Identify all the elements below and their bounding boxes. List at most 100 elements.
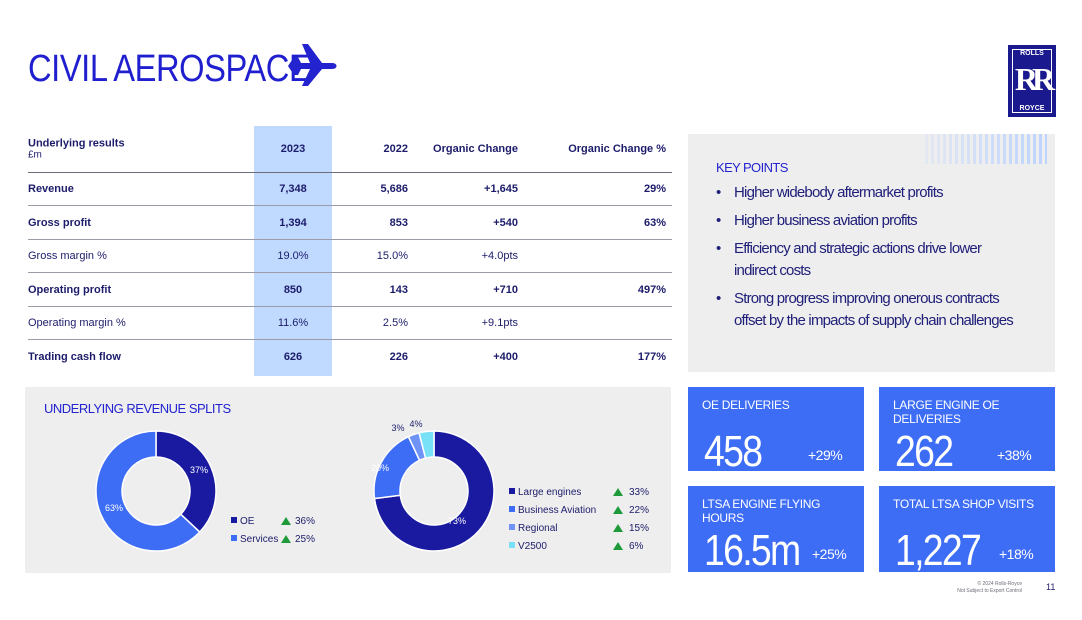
page-number: 11 (1046, 582, 1056, 592)
triangle-up-icon (281, 517, 291, 525)
legend-label: V2500 (518, 541, 547, 552)
legend-label: Services (240, 534, 279, 545)
tile-ltsa-engine-flying-hours: LTSA ENGINE FLYING HOURS 16.5m +25% (688, 486, 864, 575)
results-table: Underlying results £m 2023 2022 Organic C… (28, 126, 672, 376)
header-2023: 2023 (280, 143, 306, 155)
row-value: 226 (389, 351, 408, 363)
slice-data-label: 37% (190, 465, 208, 475)
legend-change: 33% (629, 487, 650, 498)
row-value: +1,645 (484, 183, 518, 195)
row-value: +540 (493, 216, 518, 229)
bullet-icon: • (716, 290, 721, 307)
row-value: +9.1pts (481, 317, 518, 329)
legend-item: Regional 15% (509, 520, 649, 538)
table-row: Trading cash flow 626 226 +400 177% (28, 341, 672, 374)
row-value: +710 (493, 283, 518, 296)
legend-change: 15% (629, 523, 650, 534)
tile-large-engine-oe-deliveries: LARGE ENGINE OE DELIVERIES 262 +38% (879, 387, 1055, 476)
slice-data-label: 73% (448, 516, 466, 526)
tile-total-ltsa-shop-visits: TOTAL LTSA SHOP VISITS 1,227 +18% (879, 486, 1055, 575)
key-point-item: • Efficiency and strategic actions drive … (716, 240, 982, 279)
row-value: 143 (389, 283, 408, 296)
legend-oe-services: OE 36% Services 25% (231, 513, 315, 549)
legend-item: V2500 6% (509, 538, 643, 556)
row-value: 850 (283, 283, 303, 296)
decorative-bars (925, 134, 1047, 164)
legend-swatch (509, 524, 515, 530)
header-organic-change: Organic Change (433, 143, 518, 155)
key-point-item: • Higher widebody aftermarket profits (716, 182, 1016, 204)
legend-label: Regional (518, 523, 558, 534)
triangle-up-icon (613, 524, 623, 532)
donut-charts: 37% 63% 73% 20% 3% 4% (95, 419, 495, 552)
triangle-up-icon (281, 535, 291, 543)
row-value: 2.5% (382, 317, 408, 329)
table-row: Gross margin % 19.0% 15.0% +4.0pts (28, 240, 672, 273)
rolls-royce-logo: ROLLS RR ROYCE (1008, 45, 1056, 117)
key-points-title: KEY POINTS (716, 160, 788, 175)
row-label: Revenue (28, 183, 74, 195)
row-value: 7,348 (279, 183, 307, 195)
page-title: CIVIL AEROSPACE (28, 48, 311, 90)
plane-icon (288, 44, 337, 86)
slice-data-label: 63% (105, 503, 123, 513)
row-value: 63% (643, 216, 666, 229)
revenue-splits-title: UNDERLYING REVENUE SPLITS (44, 401, 231, 416)
legend-swatch (509, 542, 515, 548)
highlight-column-2023 (254, 126, 332, 376)
row-value: 5,686 (380, 183, 408, 195)
legend-swatch (231, 535, 237, 541)
triangle-up-icon (613, 542, 623, 550)
row-value: +4.0pts (481, 250, 518, 262)
legend-item: OE 36% (231, 513, 315, 531)
row-value: 626 (283, 351, 303, 363)
row-label: Gross margin % (28, 250, 107, 262)
tile-change: +18% (999, 546, 1034, 562)
row-value: 29% (643, 183, 666, 195)
tile-value: 458 (704, 427, 763, 476)
legend-change: 25% (295, 534, 316, 545)
key-point-item: • Higher business aviation profits (716, 210, 1016, 232)
row-value: 177% (637, 351, 666, 363)
footer-note: © 2024 Rolls-Royce Not Subject to Export… (957, 581, 1022, 594)
table-header: Underlying results £m 2023 2022 Organic C… (28, 126, 672, 173)
donut-slice-v2500 (418, 430, 435, 459)
row-label: Trading cash flow (28, 351, 121, 363)
tile-change: +29% (808, 447, 843, 463)
legend-swatch (509, 506, 515, 512)
table-row: Operating margin % 11.6% 2.5% +9.1pts (28, 307, 672, 340)
table-row: Revenue 7,348 5,686 +1,645 29% (28, 173, 672, 206)
row-value: 11.6% (277, 317, 309, 329)
row-value: 853 (389, 216, 408, 229)
tile-value: 262 (895, 427, 954, 476)
legend-item: Large engines 33% (509, 484, 649, 502)
legend-change: 22% (629, 505, 650, 516)
slice-data-label: 3% (391, 423, 404, 433)
header-organic-change-pct: Organic Change % (568, 143, 666, 155)
legend-label: Large engines (518, 487, 582, 498)
slice-data-label: 4% (409, 419, 422, 429)
table-row: Operating profit 850 143 +710 497% (28, 274, 672, 307)
triangle-up-icon (613, 488, 623, 496)
bullet-icon: • (716, 184, 721, 201)
legend-label: Business Aviation (518, 505, 597, 516)
tile-oe-deliveries: OE DELIVERIES 458 +29% (688, 387, 864, 476)
key-points-list: • Higher widebody aftermarket profits • Hig… (716, 182, 1016, 338)
legend-label: OE (240, 516, 255, 527)
row-label: Operating margin % (28, 317, 126, 329)
row-value: 1,394 (279, 216, 307, 229)
row-value: 497% (637, 283, 666, 296)
triangle-up-icon (613, 506, 623, 514)
tile-value: 1,227 (895, 526, 982, 575)
table-row: Gross profit 1,394 853 +540 63% (28, 207, 672, 240)
row-label: Operating profit (28, 283, 112, 296)
legend-engines: Large engines 33% Business Aviation 22% Regi… (509, 484, 649, 556)
key-points-panel: KEY POINTS • Higher widebody aftermarket … (688, 134, 1055, 372)
legend-swatch (231, 517, 237, 523)
tile-value: 16.5m (704, 526, 801, 575)
header-2022: 2022 (383, 143, 408, 155)
row-value: 15.0% (376, 250, 408, 262)
legend-item: Business Aviation 22% (509, 502, 649, 520)
donut-slice-services (95, 430, 201, 552)
row-value: +400 (493, 351, 518, 363)
